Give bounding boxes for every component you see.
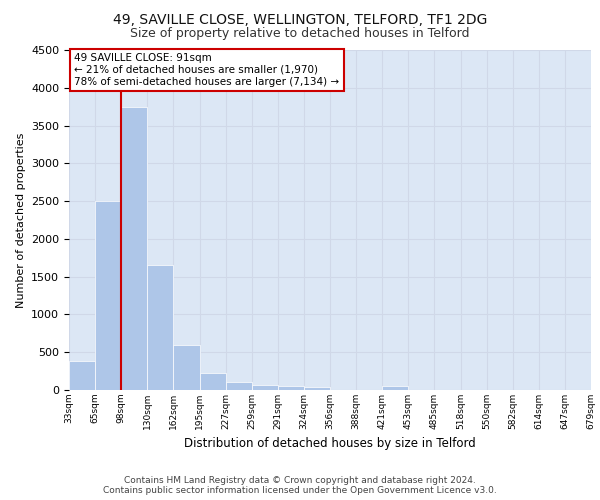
Text: 49 SAVILLE CLOSE: 91sqm
← 21% of detached houses are smaller (1,970)
78% of semi: 49 SAVILLE CLOSE: 91sqm ← 21% of detache… <box>74 54 340 86</box>
Text: 49, SAVILLE CLOSE, WELLINGTON, TELFORD, TF1 2DG: 49, SAVILLE CLOSE, WELLINGTON, TELFORD, … <box>113 12 487 26</box>
Bar <box>278 386 304 390</box>
Bar <box>252 386 278 390</box>
Bar <box>148 266 173 390</box>
Bar <box>304 387 330 390</box>
Bar <box>173 344 199 390</box>
Text: Contains HM Land Registry data © Crown copyright and database right 2024.
Contai: Contains HM Land Registry data © Crown c… <box>103 476 497 495</box>
Text: Size of property relative to detached houses in Telford: Size of property relative to detached ho… <box>130 28 470 40</box>
Bar <box>199 372 226 390</box>
Bar <box>121 106 148 390</box>
Y-axis label: Number of detached properties: Number of detached properties <box>16 132 26 308</box>
Bar <box>226 382 252 390</box>
Bar <box>69 362 95 390</box>
X-axis label: Distribution of detached houses by size in Telford: Distribution of detached houses by size … <box>184 438 476 450</box>
Bar <box>382 386 409 390</box>
Bar <box>95 201 121 390</box>
